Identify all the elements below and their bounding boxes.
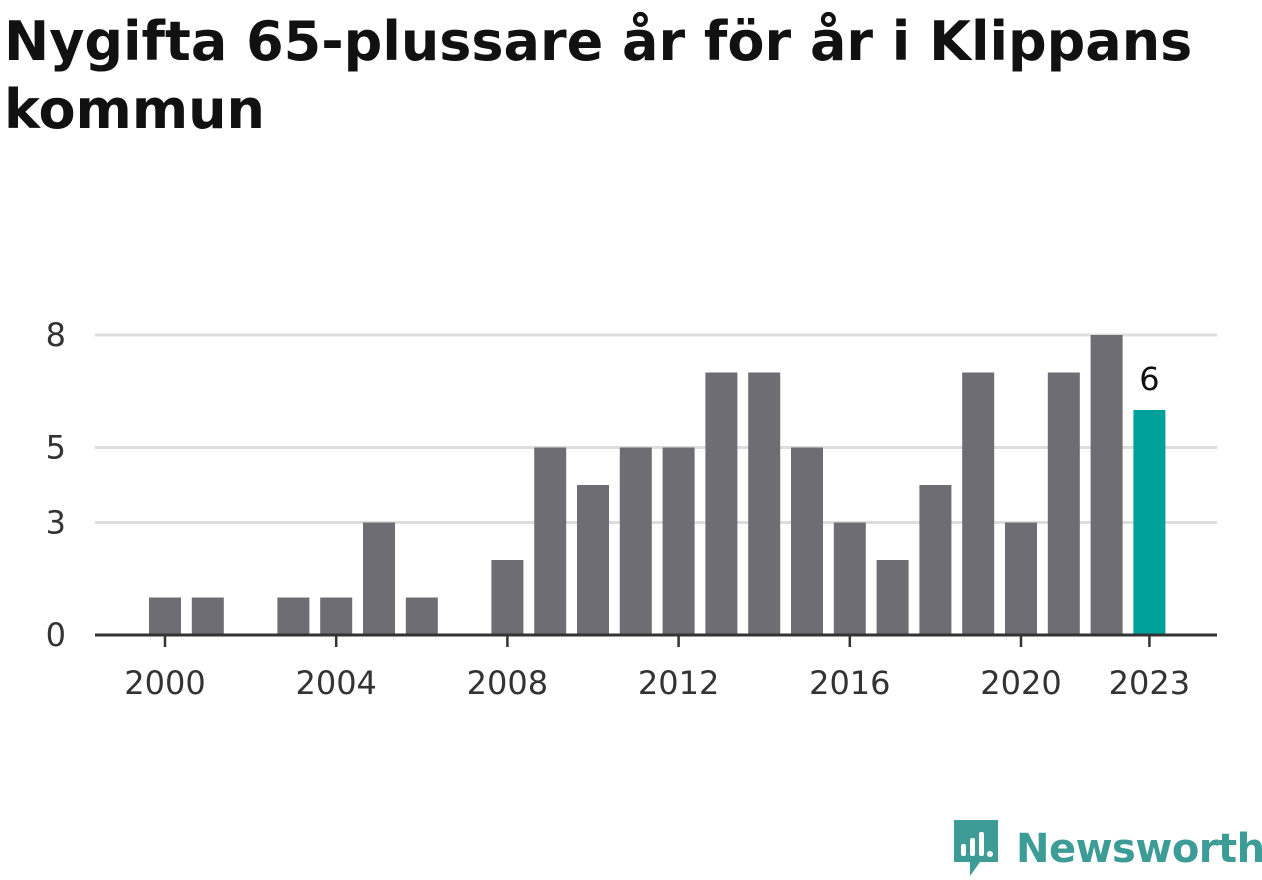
x-tick-label: 2004: [295, 664, 376, 702]
x-tick-label: 2016: [809, 664, 890, 702]
bar-2016: [833, 522, 866, 635]
y-axis-ticks: 0 3 5 8: [46, 316, 66, 654]
newsworthy-logo-icon: [954, 820, 998, 876]
bar-2017: [876, 560, 909, 635]
y-tick-label: 0: [46, 616, 66, 654]
brand-name: Newsworthy: [1016, 826, 1262, 872]
x-tick-label: 2020: [980, 664, 1061, 702]
bar-2018: [919, 485, 952, 635]
bar-2012: [662, 447, 695, 635]
x-tick-label: 2012: [638, 664, 719, 702]
bar-2022: [1090, 335, 1123, 635]
bar-2023: [1133, 410, 1166, 635]
bar-2005: [363, 522, 395, 635]
bars: [149, 335, 1166, 635]
bar-2010: [577, 485, 609, 635]
x-tick-label: 2008: [467, 664, 548, 702]
bar-2019: [962, 372, 995, 635]
y-tick-label: 5: [46, 429, 66, 467]
highlight-value-label: 6: [1139, 360, 1159, 398]
bar-2020: [1005, 522, 1037, 635]
bar-2014: [748, 372, 781, 635]
y-tick-label: 8: [46, 316, 66, 354]
bar-2011: [619, 447, 652, 635]
bar-2009: [534, 447, 567, 635]
bar-2006: [405, 597, 438, 635]
x-tick-label: 2000: [124, 664, 205, 702]
bar-2021: [1047, 372, 1080, 635]
bar-2003: [277, 597, 310, 635]
chart-title: Nygifta 65-plussare år för år i Klippans…: [4, 10, 1193, 141]
bar-2004: [320, 597, 353, 635]
x-tick-label: 2023: [1109, 664, 1190, 702]
bar-2013: [705, 372, 738, 635]
data-labels: 6: [1139, 360, 1159, 398]
y-tick-label: 3: [46, 504, 66, 542]
bar-2000: [149, 597, 181, 635]
bar-2015: [791, 447, 823, 635]
bar-2001: [191, 597, 224, 635]
x-axis: 2000 2004 2008 2012 2016 2020 2023: [95, 633, 1217, 702]
brand-logo: Newsworthy: [950, 818, 1262, 880]
bar-2008: [491, 560, 524, 635]
